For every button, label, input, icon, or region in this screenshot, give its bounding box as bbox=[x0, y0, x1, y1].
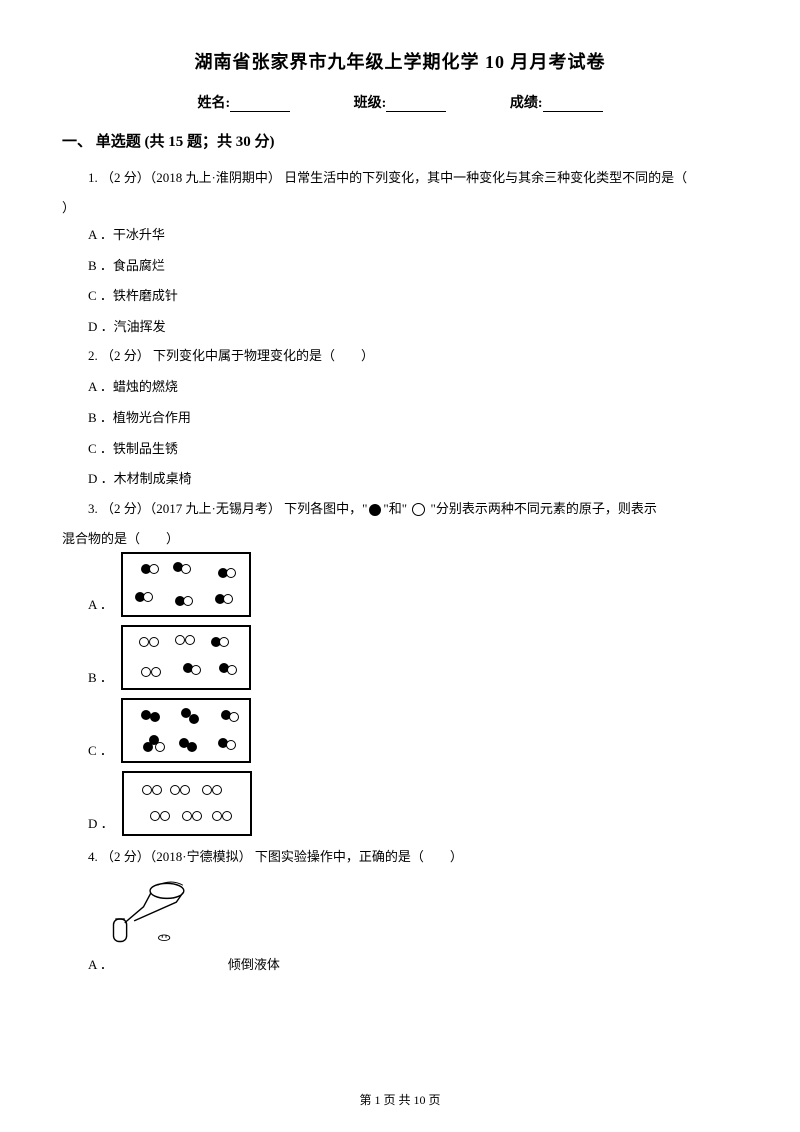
q1-option-a: A ．干冰升华 bbox=[62, 221, 738, 250]
question-1-text-cont: ） bbox=[62, 195, 738, 221]
q1-option-b: B ．食品腐烂 bbox=[62, 252, 738, 281]
white-circle-icon bbox=[412, 503, 425, 516]
q4-option-a-text: 倾倒液体 bbox=[228, 954, 280, 975]
name-blank[interactable] bbox=[230, 98, 290, 112]
q3-option-d-label: D ． bbox=[88, 813, 114, 836]
question-3-text: 3. （2 分）（2017 九上·无锡月考） 下列各图中，" "和" "分别表示两… bbox=[62, 496, 738, 522]
question-4-text: 4. （2 分）（2018·宁德模拟） 下图实验操作中，正确的是（ ） bbox=[62, 844, 738, 870]
pour-liquid-icon bbox=[96, 874, 191, 949]
q2-option-b: B ．植物光合作用 bbox=[62, 404, 738, 433]
class-label: 班级: bbox=[354, 92, 387, 112]
q3-option-a-label: A ． bbox=[88, 594, 113, 617]
q3-option-b-label: B ． bbox=[88, 667, 113, 690]
question-2-text: 2. （2 分） 下列变化中属于物理变化的是（ ） bbox=[62, 343, 738, 369]
q1-option-c: C ．铁杵磨成针 bbox=[62, 282, 738, 311]
name-label: 姓名: bbox=[197, 92, 230, 112]
q3-option-b-row: B ． bbox=[62, 625, 738, 690]
score-label: 成绩: bbox=[510, 92, 543, 112]
q3-text-2: "和" bbox=[383, 501, 407, 516]
section-1-header: 一、 单选题 (共 15 题；共 30 分) bbox=[62, 130, 738, 151]
q1-option-d: D ．汽油挥发 bbox=[62, 313, 738, 342]
q3-option-c-label: C ． bbox=[88, 740, 113, 763]
q2-option-a: A ．蜡烛的燃烧 bbox=[62, 373, 738, 402]
q4-option-a-row: A ． 倾倒液体 bbox=[62, 954, 738, 975]
class-blank[interactable] bbox=[386, 98, 446, 112]
page-footer: 第 1 页 共 10 页 bbox=[0, 1091, 800, 1108]
question-3-text-cont: 混合物的是（ ） bbox=[62, 526, 738, 552]
q3-diagram-d bbox=[122, 771, 252, 836]
q3-diagram-b bbox=[121, 625, 251, 690]
q2-option-d: D ．木材制成桌椅 bbox=[62, 465, 738, 494]
exam-title: 湖南省张家界市九年级上学期化学 10 月月考试卷 bbox=[62, 48, 738, 74]
question-1-text: 1. （2 分）（2018 九上·淮阴期中） 日常生活中的下列变化，其中一种变化… bbox=[62, 165, 738, 191]
q3-option-c-row: C ． bbox=[62, 698, 738, 763]
q3-diagram-c bbox=[121, 698, 251, 763]
score-blank[interactable] bbox=[543, 98, 603, 112]
q3-option-d-row: D ． bbox=[62, 771, 738, 836]
black-circle-icon bbox=[369, 504, 381, 516]
q3-diagram-a bbox=[121, 552, 251, 617]
student-info-row: 姓名: 班级: 成绩: bbox=[62, 92, 738, 112]
q2-option-c: C ．铁制品生锈 bbox=[62, 435, 738, 464]
q4-option-a-label: A ． bbox=[88, 954, 113, 975]
q3-text-3: "分别表示两种不同元素的原子，则表示 bbox=[431, 501, 657, 516]
q3-text-1: 3. （2 分）（2017 九上·无锡月考） 下列各图中，" bbox=[88, 501, 367, 516]
q3-option-a-row: A ． bbox=[62, 552, 738, 617]
q4-diagram-a bbox=[62, 874, 738, 954]
